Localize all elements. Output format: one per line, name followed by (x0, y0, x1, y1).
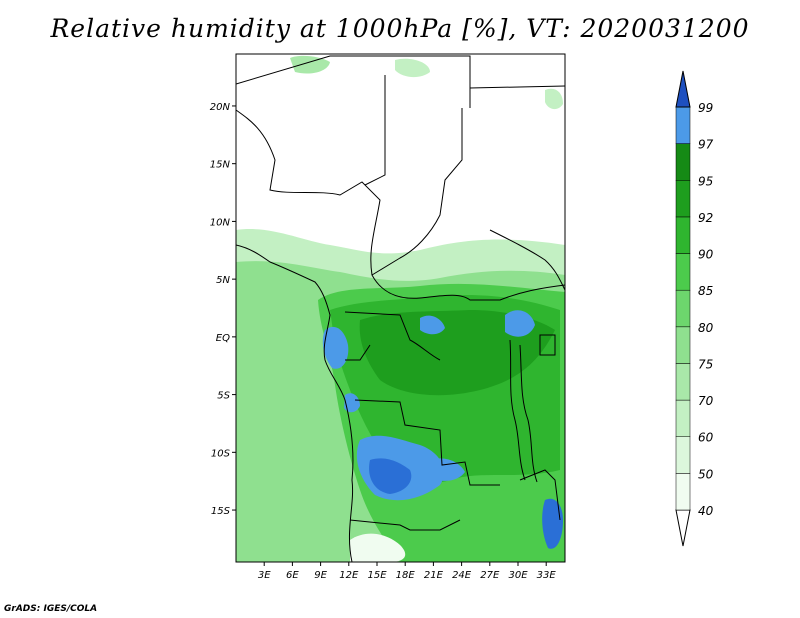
border-inner-i (519, 469, 561, 521)
lon-tick-label: 27E (480, 570, 500, 581)
field-patch-97e (430, 458, 465, 481)
legend-color-box (675, 180, 691, 218)
legend-color-box (675, 106, 691, 144)
lat-axis: 20N 15N 10N 5N EQ 5S 10S 15S (210, 102, 236, 517)
border-inner-f (345, 344, 371, 361)
color-legend: 40 50 60 70 75 80 85 90 92 95 97 99 (675, 70, 714, 547)
field-patch-north-b (395, 58, 430, 78)
legend-color-box (675, 216, 691, 254)
legend-level-label: 50 (698, 467, 714, 481)
coastline (236, 244, 354, 562)
field-patch-99b (542, 498, 563, 549)
legend-color-box (675, 289, 691, 328)
rift-lake-east (519, 344, 538, 483)
lon-tick-label: 21E (424, 570, 444, 581)
legend-level-label: 40 (698, 504, 714, 518)
lat-tick-label: 10S (211, 448, 231, 459)
border-ne (469, 85, 565, 89)
lat-tick-label: 5S (217, 391, 230, 402)
grads-credit: GrADS: IGES/COLA (4, 604, 98, 614)
border-inner-g (354, 399, 500, 486)
border-north (236, 55, 471, 108)
border-inner-d (489, 229, 565, 291)
lake-victoria (539, 334, 556, 356)
humidity-field (236, 54, 565, 562)
lat-tick-label: 5N (216, 275, 230, 286)
lon-tick-label: 12E (339, 570, 359, 581)
legend-level-label: 90 (698, 248, 714, 262)
legend-level-label: 97 (698, 138, 714, 152)
field-patch-97b (322, 326, 349, 369)
field-dry-north (236, 54, 565, 264)
legend-level-label: 95 (698, 174, 713, 188)
lat-tick-label: 15N (210, 160, 231, 171)
border-inner-e (344, 311, 441, 361)
border-inner-b (364, 75, 386, 186)
lon-tick-label: 24E (452, 570, 472, 581)
legend-bottom-arrow (675, 509, 691, 547)
lon-axis: 3E 6E 9E 12E 15E 18E 21E 24E 27E 30E 33E (258, 562, 557, 581)
lat-tick-label: 20N (210, 102, 231, 113)
lon-tick-label: 6E (286, 570, 299, 581)
lon-tick-label: 30E (508, 570, 528, 581)
legend-color-box (675, 399, 691, 437)
map-title: Relative humidity at 1000hPa [%], VT: 20… (50, 14, 750, 43)
lon-tick-label: 3E (258, 570, 271, 581)
legend-level-label: 75 (698, 357, 713, 371)
map-frame (235, 53, 566, 563)
lon-tick-label: 9E (314, 570, 327, 581)
legend-level-label: 80 (698, 321, 714, 335)
border-inner-c (371, 108, 565, 301)
field-patch-97f (344, 393, 360, 413)
field-patch-97d (505, 310, 535, 337)
border-inner-h (349, 519, 461, 531)
field-patch-north-a (290, 55, 330, 74)
field-dry-south (350, 533, 406, 562)
legend-color-box (675, 436, 691, 474)
legend-level-label: 60 (698, 431, 714, 445)
rift-lake-west (509, 339, 526, 481)
field-patch-97c (420, 315, 445, 335)
field-patch-99a (369, 458, 412, 494)
field-patch-north-c (545, 88, 563, 110)
legend-color-box (675, 363, 691, 401)
legend-level-label: 70 (698, 394, 714, 408)
legend-color-box (675, 326, 691, 364)
lat-tick-label: EQ (216, 333, 230, 344)
legend-level-label: 99 (698, 101, 713, 115)
lon-tick-label: 33E (537, 570, 557, 581)
lat-tick-label: 15S (211, 506, 231, 517)
legend-color-box (675, 143, 691, 181)
legend-top-arrow (675, 70, 691, 108)
legend-level-label: 92 (698, 211, 713, 225)
lon-tick-label: 15E (367, 570, 387, 581)
border-inner-a (236, 109, 381, 276)
legend-color-box (675, 253, 691, 291)
legend-level-label: 85 (698, 284, 713, 298)
lon-tick-label: 18E (396, 570, 416, 581)
legend-color-box (675, 473, 691, 511)
boundaries (236, 55, 565, 562)
lat-tick-label: 10N (210, 217, 231, 228)
